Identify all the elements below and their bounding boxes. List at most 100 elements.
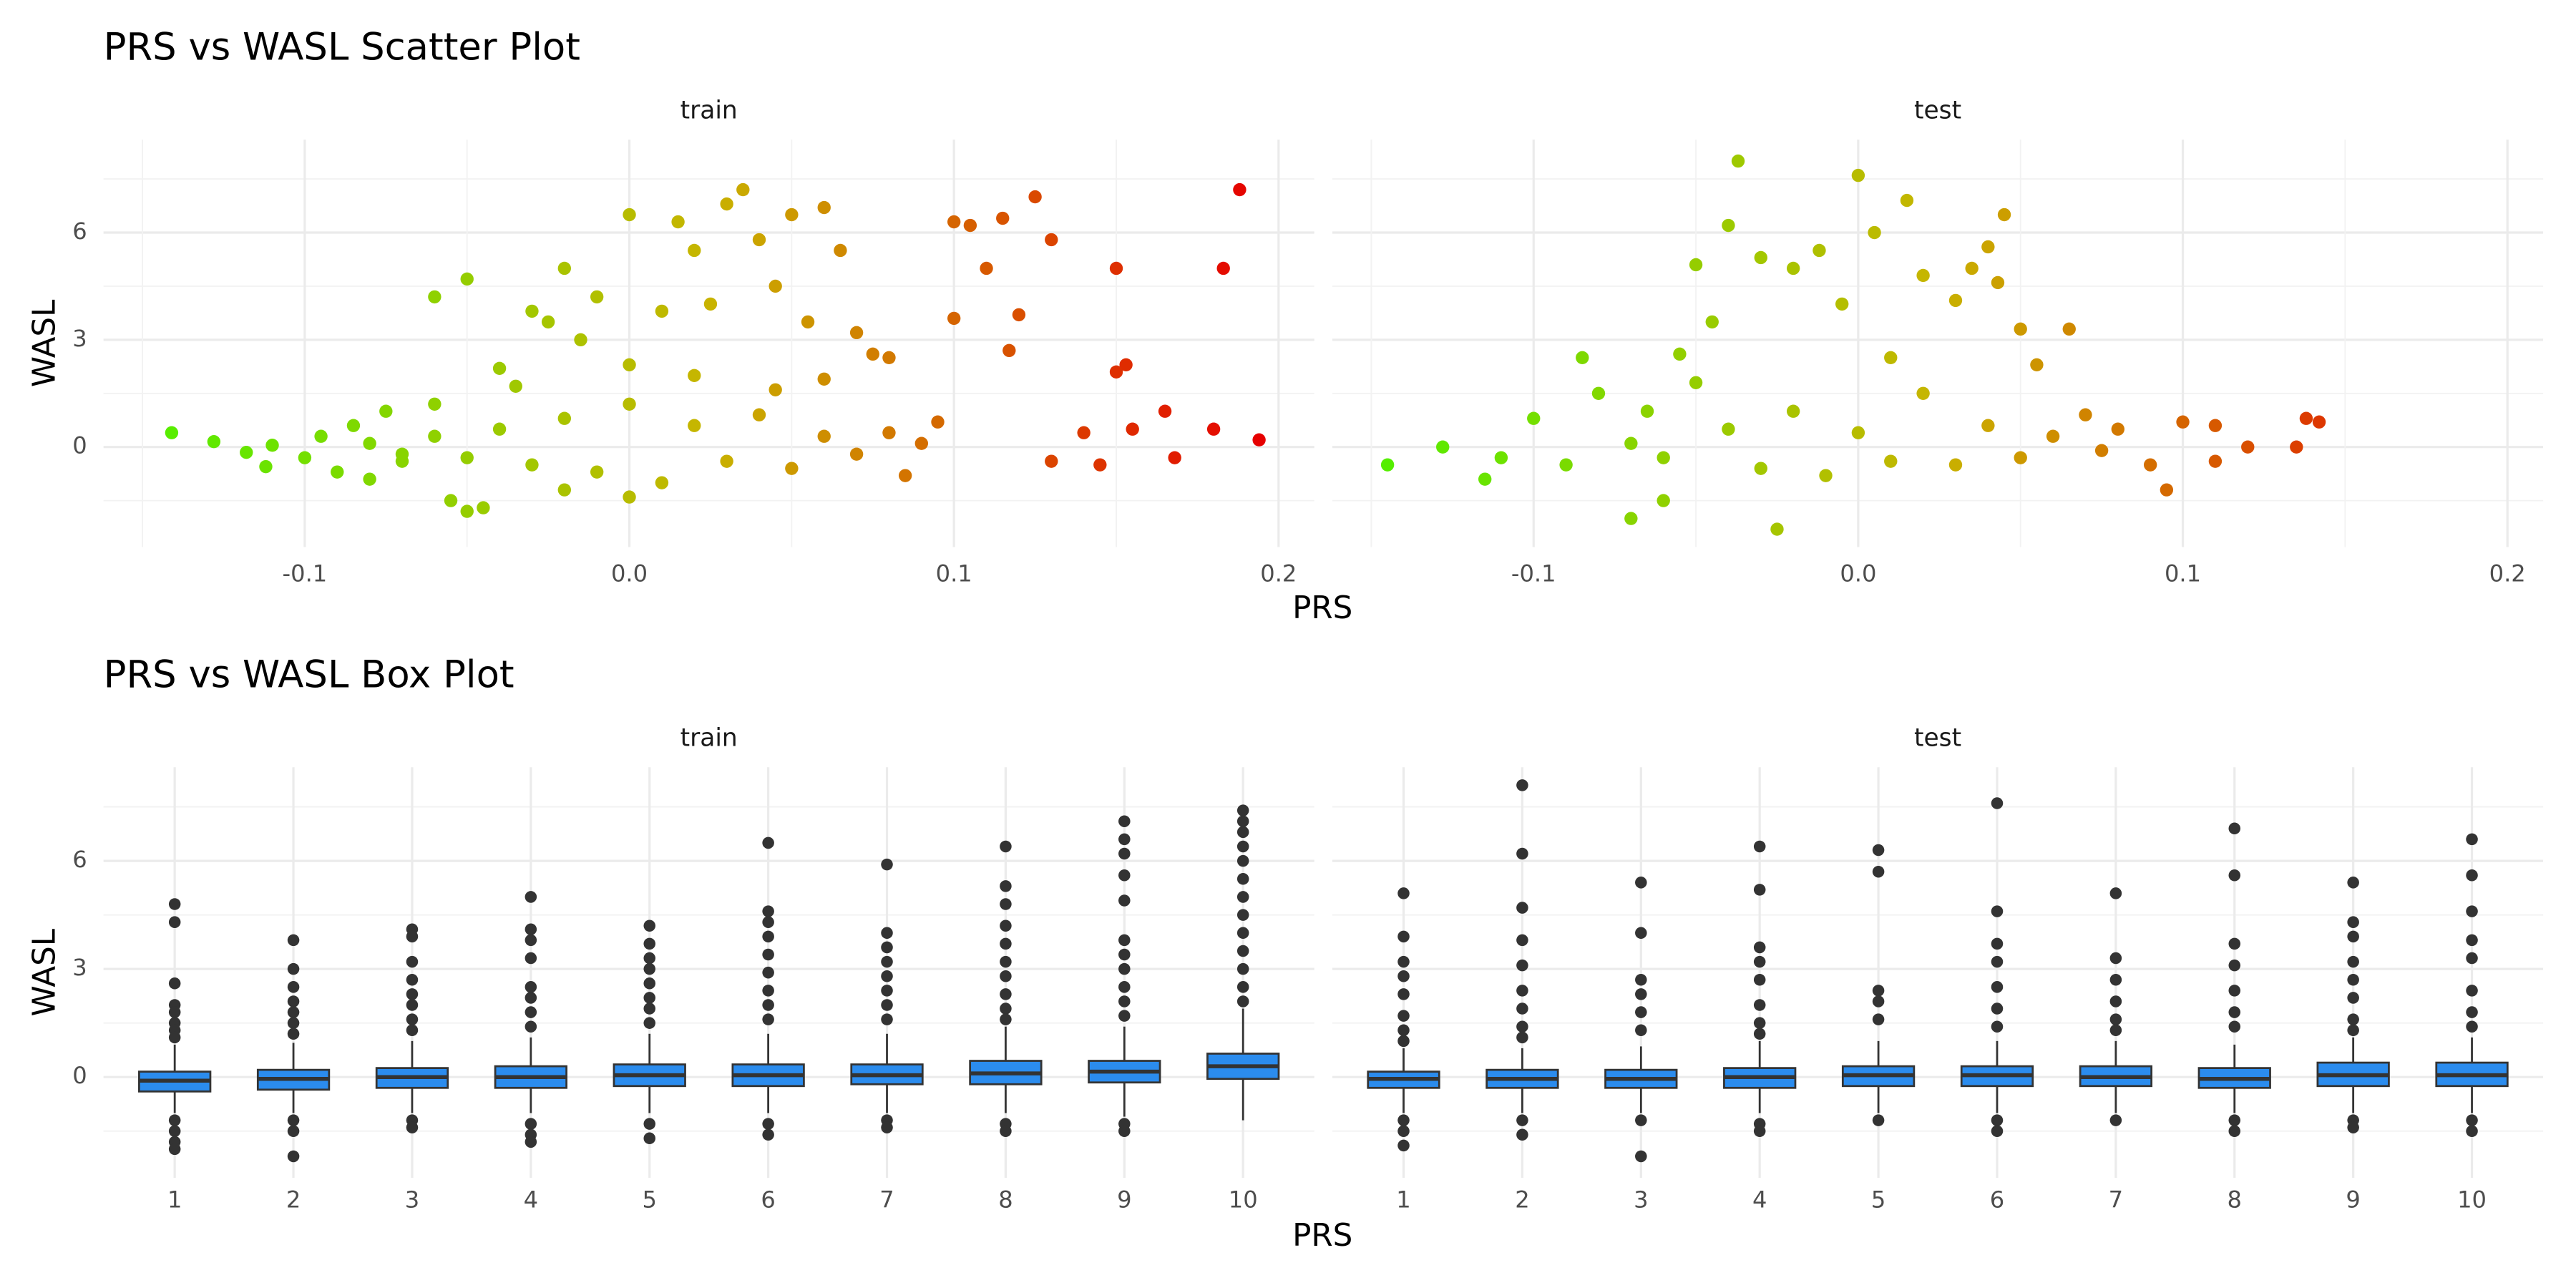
point — [1252, 433, 1266, 447]
outlier — [1000, 937, 1012, 950]
outlier — [168, 1006, 181, 1018]
outlier — [762, 1118, 774, 1130]
point — [1158, 404, 1172, 418]
outlier — [1635, 1024, 1647, 1037]
outlier — [881, 858, 893, 871]
point — [1991, 275, 2005, 290]
outlier — [1635, 1006, 1647, 1018]
outlier — [1872, 865, 1885, 878]
point — [2030, 358, 2044, 371]
outlier — [1118, 833, 1131, 846]
point — [1835, 297, 1849, 311]
outlier — [643, 992, 656, 1004]
point — [525, 458, 539, 472]
outlier — [287, 1006, 300, 1018]
outlier — [1000, 1002, 1012, 1015]
point — [265, 439, 279, 452]
point — [1786, 404, 1800, 418]
outlier — [643, 919, 656, 932]
point — [1884, 351, 1898, 365]
x-tick-label: 4 — [524, 1186, 538, 1213]
outlier — [1635, 1150, 1647, 1163]
point — [492, 361, 507, 375]
x-tick-label: 6 — [1990, 1186, 2004, 1213]
outlier — [287, 934, 300, 947]
point — [914, 436, 929, 450]
outlier — [1397, 1024, 1410, 1037]
point — [1851, 426, 1865, 439]
point — [1093, 458, 1107, 472]
outlier — [2228, 822, 2241, 835]
point — [1731, 154, 1745, 168]
outlier — [2466, 985, 2478, 997]
point — [1559, 458, 1573, 472]
point — [363, 472, 376, 486]
point — [379, 404, 393, 418]
point — [1948, 293, 1963, 308]
outlier — [2228, 1125, 2241, 1137]
point — [1868, 225, 1881, 240]
outlier — [643, 1002, 656, 1015]
point — [1045, 454, 1058, 468]
y-tick-label: 3 — [72, 954, 87, 981]
outlier — [762, 999, 774, 1011]
point — [1624, 436, 1638, 450]
point — [1657, 494, 1670, 507]
outlier — [2228, 1020, 2241, 1033]
point — [314, 429, 328, 443]
outlier — [2228, 985, 2241, 997]
outlier — [1991, 1114, 2004, 1126]
outlier — [1516, 1031, 1528, 1044]
outlier — [881, 1121, 893, 1133]
outlier — [2466, 934, 2478, 947]
point — [655, 476, 669, 489]
outlier — [2228, 1114, 2241, 1126]
outlier — [762, 985, 774, 997]
outlier — [1000, 880, 1012, 892]
point — [509, 379, 522, 393]
outlier — [2466, 1125, 2478, 1137]
x-tick-label: 8 — [998, 1186, 1013, 1213]
outlier — [168, 898, 181, 910]
outlier — [1635, 988, 1647, 1000]
point — [849, 326, 864, 340]
outlier — [881, 927, 893, 940]
outlier — [1236, 945, 1249, 957]
outlier — [1872, 1114, 1885, 1126]
outlier — [881, 941, 893, 954]
point — [428, 397, 441, 411]
outlier — [1753, 840, 1766, 853]
outlier — [168, 1143, 181, 1156]
outlier — [406, 1121, 419, 1133]
outlier — [1236, 826, 1249, 839]
point — [1591, 386, 1606, 400]
outlier — [406, 1013, 419, 1025]
point — [298, 451, 312, 464]
outlier — [525, 952, 537, 965]
x-tick-label: 0.1 — [936, 560, 972, 587]
point — [947, 311, 961, 326]
point — [557, 411, 572, 425]
point — [623, 358, 636, 371]
outlier — [1397, 1010, 1410, 1022]
point — [963, 218, 977, 233]
outlier — [406, 999, 419, 1011]
outlier — [1000, 955, 1012, 968]
x-tick-label: 6 — [761, 1186, 775, 1213]
outlier — [2347, 916, 2359, 928]
x-tick-label: -0.1 — [1511, 560, 1556, 587]
point — [1576, 351, 1589, 365]
outlier — [525, 934, 537, 947]
point — [1770, 522, 1784, 536]
point — [785, 208, 799, 222]
y-tick-label: 0 — [72, 1062, 87, 1089]
outlier — [1236, 927, 1249, 940]
outlier — [2109, 1024, 2122, 1037]
outlier — [1397, 970, 1410, 982]
outlier — [1118, 934, 1131, 947]
point — [1689, 258, 1703, 272]
outlier — [762, 1013, 774, 1025]
outlier — [287, 995, 300, 1008]
outlier — [2466, 869, 2478, 882]
